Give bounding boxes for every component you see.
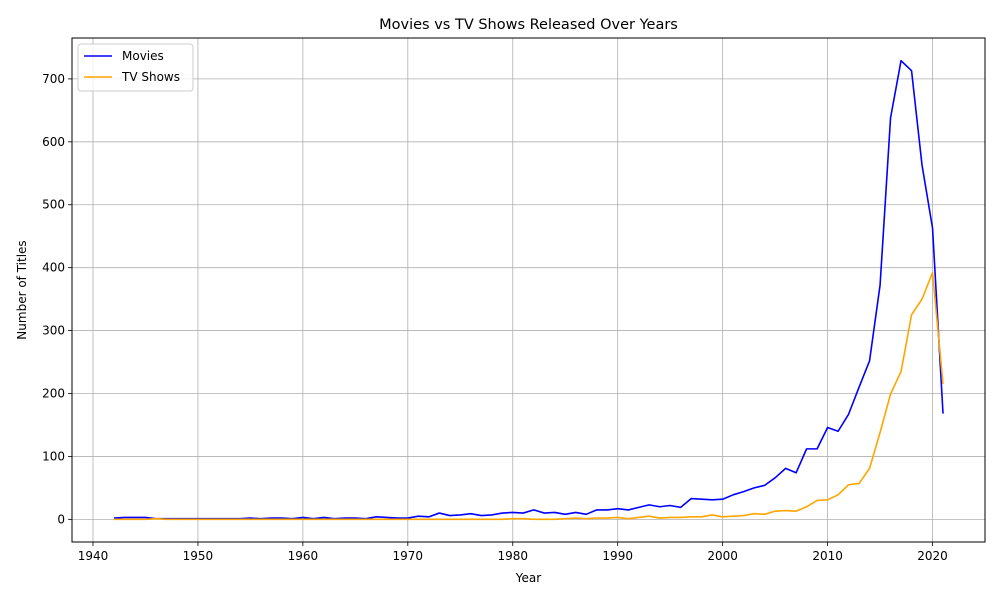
x-tick-label: 1970 — [393, 549, 424, 563]
plot-lines — [113, 59, 944, 521]
x-tick-label: 2010 — [812, 549, 843, 563]
chart-title: Movies vs TV Shows Released Over Years — [379, 17, 678, 33]
y-axis-label: Number of Titles — [15, 240, 29, 339]
y-tick-label: 100 — [42, 449, 65, 463]
y-tick-label: 700 — [42, 72, 65, 86]
plot-frame — [71, 37, 986, 543]
series-line-movies — [113, 59, 944, 520]
x-tick-label: 2020 — [917, 549, 948, 563]
x-tick-label: 1940 — [78, 549, 109, 563]
x-tick-label: 1990 — [602, 549, 633, 563]
y-tick-label: 500 — [42, 198, 65, 212]
x-axis-label: Year — [515, 571, 541, 585]
x-tick-label: 1960 — [288, 549, 319, 563]
ticks: 1940 1950 1960 1970 1980 1990 2000 2010 2020 0 100… — [42, 72, 948, 563]
y-tick-label: 600 — [42, 135, 65, 149]
series-line-tv-shows — [113, 271, 944, 521]
y-tick-label: 400 — [42, 261, 65, 275]
y-tick-label: 300 — [42, 324, 65, 338]
legend-label: TV Shows — [121, 70, 180, 84]
legend: Movies TV Shows — [77, 43, 194, 92]
x-tick-label: 2000 — [707, 549, 738, 563]
legend-label: Movies — [122, 49, 164, 63]
y-tick-label: 200 — [42, 387, 65, 401]
y-tick-label: 0 — [57, 512, 65, 526]
x-tick-label: 1950 — [183, 549, 214, 563]
x-tick-label: 1980 — [497, 549, 528, 563]
